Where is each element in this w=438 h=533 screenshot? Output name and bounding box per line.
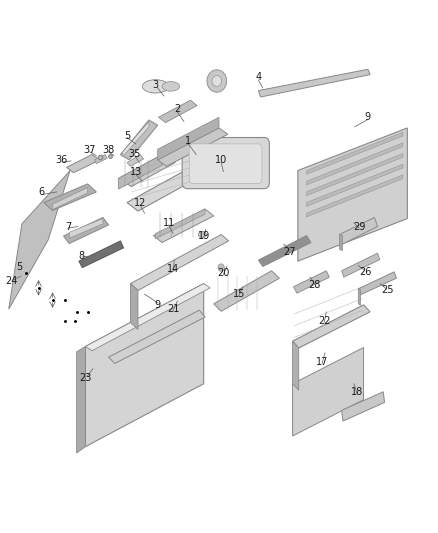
Text: 24: 24: [5, 277, 17, 286]
Text: 37: 37: [84, 146, 96, 155]
Polygon shape: [44, 184, 96, 211]
Polygon shape: [293, 341, 299, 390]
Polygon shape: [293, 271, 329, 293]
Polygon shape: [79, 241, 124, 268]
Text: 20: 20: [217, 268, 230, 278]
Polygon shape: [158, 128, 228, 166]
Text: 5: 5: [17, 262, 23, 271]
Ellipse shape: [218, 264, 224, 271]
Text: 9: 9: [155, 300, 161, 310]
Polygon shape: [127, 166, 204, 211]
Polygon shape: [298, 128, 407, 261]
Text: 6: 6: [39, 187, 45, 197]
Polygon shape: [214, 271, 279, 311]
Polygon shape: [293, 348, 364, 436]
Polygon shape: [85, 284, 210, 351]
Polygon shape: [77, 346, 85, 453]
FancyBboxPatch shape: [189, 144, 262, 183]
Polygon shape: [109, 310, 205, 364]
Text: 35: 35: [129, 149, 141, 158]
Polygon shape: [307, 175, 403, 217]
Text: 13: 13: [130, 167, 142, 176]
Polygon shape: [67, 155, 100, 173]
Text: 1: 1: [185, 136, 191, 146]
Polygon shape: [258, 69, 370, 97]
Text: 38: 38: [102, 146, 115, 155]
Text: 19: 19: [198, 231, 210, 240]
Polygon shape: [131, 284, 138, 329]
Polygon shape: [118, 155, 175, 187]
FancyBboxPatch shape: [182, 138, 269, 189]
Polygon shape: [307, 143, 403, 185]
Polygon shape: [153, 209, 214, 243]
Polygon shape: [342, 253, 380, 277]
Text: 26: 26: [360, 267, 372, 277]
Polygon shape: [69, 219, 103, 238]
Text: 14: 14: [167, 264, 179, 274]
Text: 5: 5: [124, 131, 130, 141]
Polygon shape: [120, 120, 158, 160]
Polygon shape: [123, 122, 149, 157]
Polygon shape: [127, 155, 144, 166]
Polygon shape: [339, 235, 343, 251]
Polygon shape: [307, 164, 403, 206]
Text: 10: 10: [215, 155, 227, 165]
Polygon shape: [342, 392, 385, 421]
Text: 25: 25: [381, 286, 394, 295]
Text: 8: 8: [78, 251, 84, 261]
Text: 28: 28: [308, 280, 321, 290]
Polygon shape: [131, 235, 229, 290]
Ellipse shape: [198, 231, 206, 238]
Ellipse shape: [162, 82, 180, 91]
Polygon shape: [158, 117, 219, 160]
Polygon shape: [293, 305, 370, 348]
Polygon shape: [118, 155, 162, 189]
Polygon shape: [159, 100, 197, 123]
Polygon shape: [53, 188, 88, 209]
Text: 11: 11: [162, 218, 175, 228]
Polygon shape: [307, 154, 403, 196]
Text: 27: 27: [283, 247, 295, 256]
Polygon shape: [85, 284, 204, 447]
Polygon shape: [9, 171, 70, 309]
Ellipse shape: [212, 76, 222, 86]
Text: 18: 18: [351, 387, 363, 397]
Text: 9: 9: [365, 112, 371, 122]
Polygon shape: [358, 289, 360, 305]
Ellipse shape: [142, 79, 169, 93]
Polygon shape: [155, 209, 205, 239]
Text: 4: 4: [255, 72, 261, 82]
Polygon shape: [358, 272, 396, 295]
Text: 36: 36: [55, 155, 67, 165]
Text: 23: 23: [79, 374, 92, 383]
Polygon shape: [307, 132, 403, 174]
Text: 7: 7: [65, 222, 71, 231]
Text: 17: 17: [316, 358, 328, 367]
Text: 21: 21: [167, 304, 179, 314]
Ellipse shape: [207, 70, 227, 92]
Text: 12: 12: [134, 198, 146, 207]
Text: 3: 3: [152, 80, 159, 90]
Polygon shape: [94, 155, 107, 164]
Text: 15: 15: [233, 289, 245, 299]
Text: 22: 22: [318, 316, 330, 326]
Text: 2: 2: [174, 104, 180, 114]
Polygon shape: [258, 236, 311, 266]
Polygon shape: [64, 217, 109, 244]
Text: 29: 29: [353, 222, 365, 231]
Polygon shape: [339, 217, 378, 244]
